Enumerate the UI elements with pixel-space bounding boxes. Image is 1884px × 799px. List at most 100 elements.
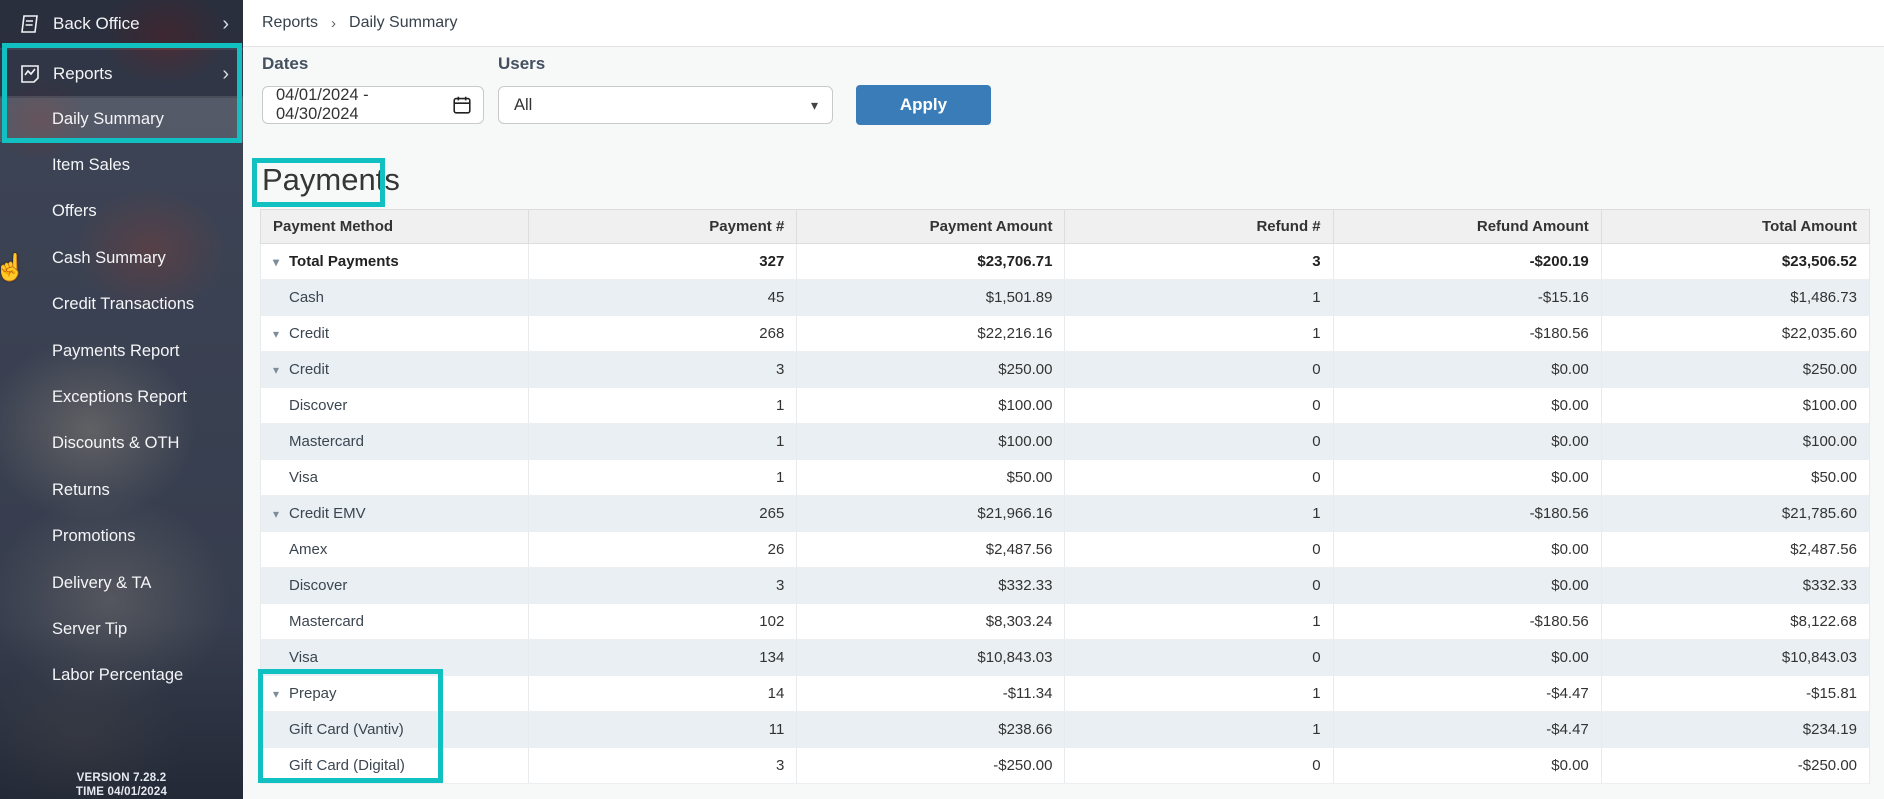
sidebar-item-label: Back Office — [53, 14, 140, 33]
payment-amount-cell: $8,303.24 — [796, 603, 1066, 640]
sidebar-item-item-sales[interactable]: Item Sales — [52, 156, 130, 175]
col-header-refund-amount[interactable]: Refund Amount — [1332, 209, 1602, 244]
mouse-hand-cursor-icon: ☝ — [0, 252, 27, 282]
payments-cell: 14 — [528, 675, 798, 712]
refunds-cell: 1 — [1064, 603, 1334, 640]
sidebar-item-reports[interactable]: Reports › — [0, 50, 243, 98]
collapse-caret-icon[interactable]: ▾ — [273, 687, 280, 701]
payment-method-label: Discover — [289, 577, 348, 594]
payment-method-label: Credit EMV — [289, 505, 366, 522]
sidebar-item-returns[interactable]: Returns — [52, 480, 110, 499]
table-row: ▾ Total Payments 327 $23,706.71 3 -$200.19 $23… — [259, 243, 1871, 280]
payments-cell: 1 — [528, 423, 798, 460]
payments-cell: 102 — [528, 603, 798, 640]
col-header-payment-count[interactable]: Payment # — [528, 209, 798, 244]
breadcrumb-daily-summary[interactable]: Daily Summary — [349, 14, 458, 31]
payment-method-cell: ▾Gift Card (Digital) — [259, 747, 530, 784]
refund-amount-cell: $0.00 — [1333, 531, 1602, 568]
refund-amount-cell: -$180.56 — [1333, 315, 1602, 352]
refund-amount-cell: -$15.16 — [1333, 279, 1602, 316]
payment-amount-cell: $50.00 — [796, 459, 1066, 496]
sidebar-item-server-tip[interactable]: Server Tip — [52, 619, 128, 638]
table-row: ▾Mastercard102$8,303.241-$180.56$8,122.6… — [259, 603, 1871, 640]
payment-method-cell: ▾Mastercard — [259, 603, 530, 640]
payments-cell: 11 — [528, 711, 798, 748]
date-range-input[interactable]: 04/01/2024 - 04/30/2024 — [262, 86, 484, 124]
collapse-caret-icon[interactable]: ▾ — [273, 507, 280, 521]
breadcrumb-separator-icon: › — [331, 14, 337, 32]
payment-method-label: Credit — [289, 325, 330, 342]
payment-amount-cell: $2,487.56 — [796, 531, 1066, 568]
col-header-total-amount[interactable]: Total Amount — [1600, 209, 1871, 244]
refunds-cell: 0 — [1064, 387, 1334, 424]
breadcrumb-reports[interactable]: Reports — [262, 14, 319, 31]
dates-label: Dates — [262, 54, 309, 73]
refunds-cell: 0 — [1064, 351, 1334, 388]
total-cell: $332.33 — [1601, 567, 1871, 604]
refund-amount-cell: $0.00 — [1333, 459, 1602, 496]
total-cell: $10,843.03 — [1601, 639, 1871, 676]
sidebar: Back Office › Reports › Daily Summary Ite… — [0, 0, 243, 799]
total-cell: $250.00 — [1601, 351, 1871, 388]
payments-table-body: ▾ Total Payments 327 $23,706.71 3 -$200.19 $23… — [259, 243, 1871, 784]
users-selected-value: All — [514, 95, 533, 114]
sidebar-item-back-office[interactable]: Back Office › — [0, 0, 243, 48]
table-row: ▾ Credit 3 $250.00 0 $0.00 $250.00 — [259, 351, 1871, 388]
total-cell: $22,035.60 — [1601, 315, 1871, 352]
calendar-icon[interactable] — [451, 94, 473, 116]
table-row: ▾ Prepay 14 -$11.34 1 -$4.47 -$15.81 — [259, 675, 1871, 712]
chevron-right-icon: › — [222, 13, 229, 35]
total-cell: $23,506.52 — [1601, 243, 1871, 280]
collapse-caret-icon[interactable]: ▾ — [273, 363, 280, 377]
payment-amount-cell: $238.66 — [796, 711, 1066, 748]
sidebar-item-discounts-oth[interactable]: Discounts & OTH — [52, 434, 180, 453]
payment-method-cell: ▾Cash — [259, 279, 530, 316]
sidebar-item-cash-summary[interactable]: Cash Summary — [52, 248, 166, 267]
collapse-caret-icon[interactable]: ▾ — [273, 255, 280, 269]
refund-amount-cell: -$180.56 — [1333, 495, 1602, 532]
refund-amount-cell: -$4.47 — [1333, 711, 1602, 748]
sidebar-item-labor-percentage[interactable]: Labor Percentage — [52, 666, 184, 685]
sidebar-item-exceptions-report[interactable]: Exceptions Report — [52, 388, 187, 407]
refunds-cell: 0 — [1064, 459, 1334, 496]
sidebar-item-offers[interactable]: Offers — [52, 202, 97, 221]
table-row: ▾ Credit EMV 265 $21,966.16 1 -$180.56 $21,785… — [259, 495, 1871, 532]
payment-amount-cell: $100.00 — [796, 423, 1066, 460]
payments-cell: 45 — [528, 279, 798, 316]
users-label: Users — [498, 54, 546, 73]
sidebar-submenu: Daily Summary Item Sales Offers Cash Summar… — [0, 96, 243, 699]
payment-method-cell: ▾Visa — [259, 639, 530, 676]
sidebar-item-credit-transactions[interactable]: Credit Transactions — [52, 295, 195, 314]
payment-method-cell: ▾ Credit — [259, 315, 530, 352]
sidebar-item-payments-report[interactable]: Payments Report — [52, 341, 180, 360]
col-header-payment-method[interactable]: Payment Method — [259, 209, 530, 244]
users-select[interactable]: All ▾ — [498, 86, 833, 124]
sidebar-item-daily-summary[interactable]: Daily Summary — [0, 96, 243, 143]
total-cell: -$15.81 — [1601, 675, 1871, 712]
payment-method-cell: ▾ Total Payments — [259, 243, 530, 280]
payment-method-label: Gift Card (Digital) — [289, 757, 405, 774]
payment-amount-cell: $1,501.89 — [796, 279, 1066, 316]
refunds-cell: 0 — [1064, 423, 1334, 460]
col-header-payment-amount[interactable]: Payment Amount — [796, 209, 1066, 244]
payment-method-cell: ▾Discover — [259, 567, 530, 604]
collapse-caret-icon[interactable]: ▾ — [273, 327, 280, 341]
refund-amount-cell: -$180.56 — [1333, 603, 1602, 640]
refund-amount-cell: $0.00 — [1333, 747, 1602, 784]
payment-method-label: Discover — [289, 397, 348, 414]
payments-cell: 3 — [528, 351, 798, 388]
col-header-refund-count[interactable]: Refund # — [1064, 209, 1334, 244]
table-row: ▾Gift Card (Digital)3-$250.000$0.00-$250… — [259, 747, 1871, 784]
payment-method-label: Credit — [289, 361, 330, 378]
refunds-cell: 1 — [1064, 495, 1334, 532]
sidebar-item-promotions[interactable]: Promotions — [52, 527, 136, 546]
apply-button[interactable]: Apply — [856, 85, 991, 125]
payment-method-label: Prepay — [289, 685, 337, 702]
sidebar-item-delivery-ta[interactable]: Delivery & TA — [52, 573, 152, 592]
payment-amount-cell: $100.00 — [796, 387, 1066, 424]
payment-method-cell: ▾ Credit EMV — [259, 495, 530, 532]
